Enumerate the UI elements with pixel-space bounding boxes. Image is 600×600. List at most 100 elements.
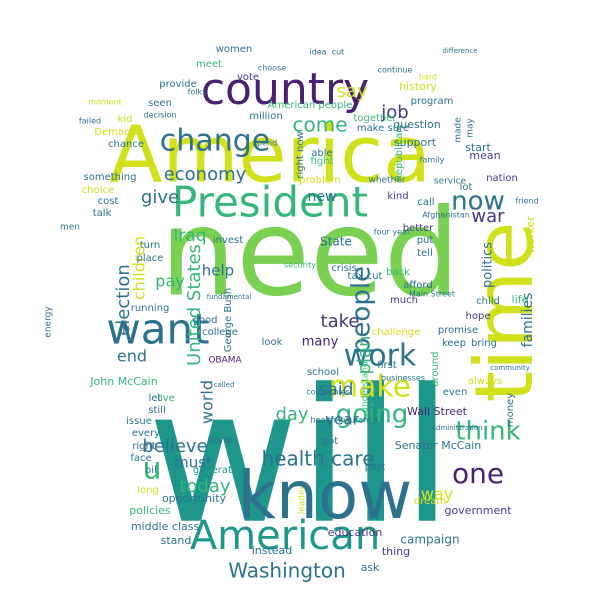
word-four-year: four year: [374, 228, 411, 237]
word-believe: believe: [142, 436, 207, 457]
word-long: long: [137, 485, 159, 496]
word-u: u: [142, 452, 161, 487]
word-government: government: [444, 504, 512, 517]
word-mean: mean: [469, 149, 500, 162]
word-war: war: [471, 206, 505, 227]
word-community: community: [490, 364, 529, 372]
word-time: time: [458, 222, 551, 403]
word-education: education: [328, 526, 383, 539]
word-instead: instead: [252, 544, 293, 557]
word-idea: idea: [309, 48, 326, 57]
word-fight: fight: [311, 156, 334, 167]
word-president: President: [172, 178, 368, 227]
word-provide: provide: [159, 79, 197, 90]
word-make-sure: make sure: [357, 123, 409, 134]
word-much: much: [390, 295, 418, 306]
word-election: election: [113, 264, 134, 336]
word-day: day: [275, 404, 308, 425]
word-wall-street: Wall Street: [407, 405, 468, 418]
word-decision: decision: [144, 111, 177, 120]
word-talk: talk: [93, 208, 112, 219]
word-today: today: [179, 476, 231, 497]
word-take: take: [321, 311, 360, 332]
word-start: start: [465, 141, 491, 154]
word-meet: meet: [196, 59, 222, 70]
word-job: job: [380, 102, 408, 123]
word-want: want: [106, 305, 209, 354]
word-make: make: [329, 370, 411, 405]
word-always: always: [468, 376, 502, 387]
word-security: security: [284, 261, 316, 270]
word-say: say: [336, 81, 367, 102]
word-going: going: [336, 400, 409, 430]
word-end: end: [117, 347, 147, 366]
word-hard: hard: [419, 73, 437, 82]
word-new: new: [308, 189, 337, 205]
word-issue: issue: [126, 416, 152, 427]
word-policies: policies: [129, 504, 171, 517]
word-something: something: [84, 172, 137, 183]
word-back: back: [386, 267, 410, 278]
word-washington: Washington: [228, 559, 346, 583]
word-tell: tell: [417, 248, 433, 259]
word-afghanistan: Afghanistan: [422, 211, 470, 220]
word-service: service: [434, 177, 467, 187]
word-senator-mccain: Senator McCain: [395, 439, 482, 452]
word-bring: bring: [471, 338, 497, 349]
word-generation: generation: [193, 465, 247, 476]
word-said: said: [319, 380, 354, 400]
word-turn: turn: [140, 240, 161, 251]
word-choice: choice: [82, 185, 114, 196]
word-politics: politics: [481, 242, 496, 288]
word-folks: folks: [188, 88, 207, 97]
word-problem: problem: [299, 175, 340, 186]
word-plan: plan: [354, 336, 375, 375]
word-thing: thing: [382, 545, 410, 558]
word-million: million: [249, 111, 282, 122]
word-hope: hope: [466, 311, 491, 322]
word-whether: whether: [368, 176, 405, 186]
word-need: need: [160, 185, 460, 324]
word-families: families: [520, 293, 536, 348]
word-friend: friend: [515, 197, 538, 206]
word-vote: vote: [237, 72, 259, 83]
word-lot: lot: [460, 182, 473, 193]
word-must: must: [174, 454, 212, 472]
word-nation: nation: [486, 173, 518, 184]
word-difference: difference: [442, 47, 477, 55]
word-chance: chance: [108, 139, 144, 150]
word-country: country: [201, 64, 369, 115]
word-main-street: Main Street: [409, 290, 455, 299]
word-may: may: [466, 118, 476, 138]
word-companies: companies: [306, 388, 349, 397]
word-democrat: Democrat: [94, 127, 143, 138]
word-many: many: [302, 335, 339, 350]
word-change: change: [160, 124, 270, 159]
word-george-bush: George Bush: [223, 288, 234, 352]
word-promise: promise: [438, 325, 478, 336]
word-school: school: [307, 367, 339, 378]
word-child: child: [476, 296, 500, 307]
word-part: part: [365, 462, 386, 473]
word-money: money: [505, 393, 516, 427]
word-world: world: [198, 380, 217, 424]
word-leader: leader: [298, 485, 308, 514]
word-united-states: United States: [184, 244, 205, 366]
word-pay: pay: [155, 272, 184, 291]
word-family: family: [420, 156, 445, 165]
word-energy: energy: [44, 306, 54, 338]
word-together: together: [353, 113, 397, 124]
word-ask: ask: [361, 561, 380, 574]
word-economy: economy: [164, 164, 247, 185]
word-give: give: [141, 187, 179, 208]
word-afford: afford: [403, 280, 432, 291]
word-place: place: [137, 253, 164, 264]
word-cost: cost: [98, 196, 119, 207]
word-even: even: [443, 387, 468, 398]
word-good: good: [193, 315, 218, 326]
word-able: able: [311, 148, 332, 159]
word-one: one: [452, 457, 504, 490]
word-choose: choose: [258, 64, 286, 73]
word-children: children: [130, 236, 149, 300]
